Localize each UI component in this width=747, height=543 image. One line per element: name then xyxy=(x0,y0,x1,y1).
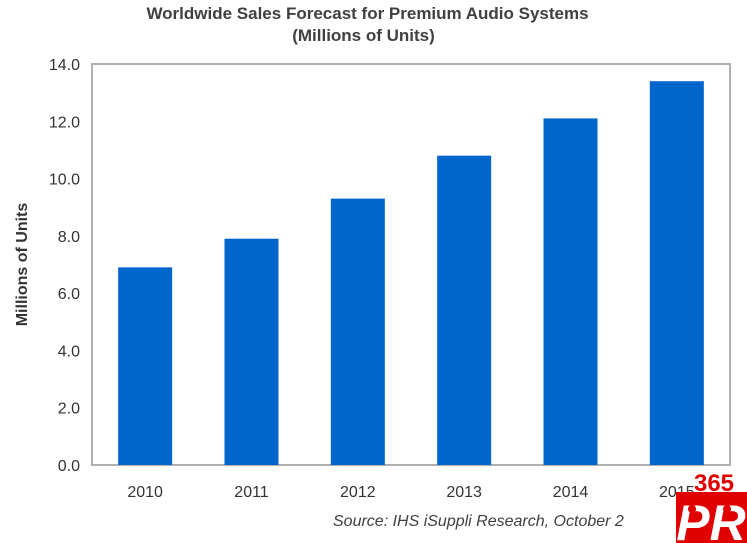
svg-text:365: 365 xyxy=(694,470,734,497)
365pr-logo: 365 PR xyxy=(676,470,747,543)
svg-text:PR: PR xyxy=(676,495,745,543)
y-tick-label: 8.0 xyxy=(58,229,80,246)
bar-2012 xyxy=(330,198,385,465)
y-tick-label: 10.0 xyxy=(49,172,80,189)
x-tick-label: 2012 xyxy=(340,484,376,501)
y-tick-label: 12.0 xyxy=(49,114,80,131)
y-tick-label: 0.0 xyxy=(58,458,80,475)
bar-2013 xyxy=(437,155,492,465)
bar-2010 xyxy=(118,267,173,465)
plot-area xyxy=(91,63,731,466)
x-tick-label: 2014 xyxy=(553,484,589,501)
x-tick-label: 2010 xyxy=(127,484,163,501)
chart-title: Worldwide Sales Forecast for Premium Aud… xyxy=(146,4,589,23)
x-tick-label: 2011 xyxy=(234,484,269,501)
bar-2011 xyxy=(224,238,279,465)
x-tick-label: 2013 xyxy=(446,484,482,501)
bar-2014 xyxy=(543,118,598,466)
bar-2015 xyxy=(649,81,704,465)
y-tick-label: 4.0 xyxy=(58,343,80,360)
chart-subtitle: (Millions of Units) xyxy=(292,26,435,45)
source-note: Source: IHS iSuppli Research, October 2 xyxy=(333,513,624,530)
y-tick-label: 14.0 xyxy=(49,57,80,74)
y-tick-label: 6.0 xyxy=(58,286,80,303)
y-tick-label: 2.0 xyxy=(58,401,80,418)
y-axis-label: Millions of Units xyxy=(14,203,31,327)
